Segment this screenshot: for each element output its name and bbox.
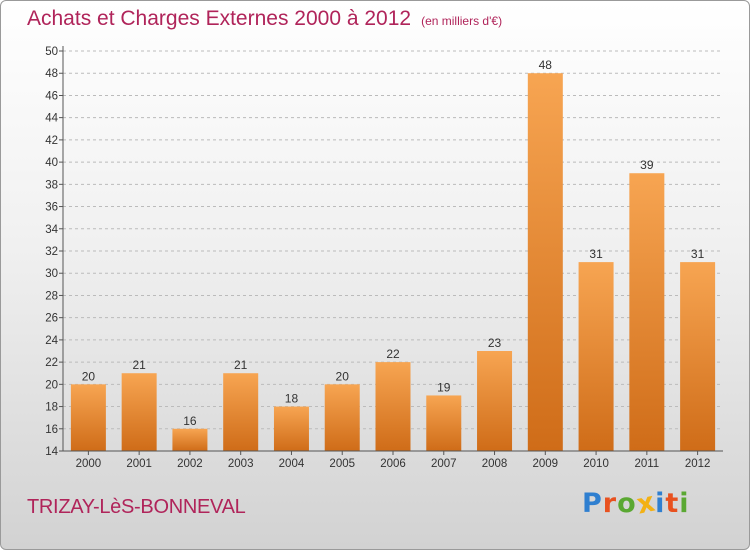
bar-2008 <box>477 351 513 451</box>
data-label-2003: 21 <box>234 358 248 372</box>
bar-2004 <box>273 406 309 451</box>
bar-2003 <box>223 373 259 451</box>
y-tick-label: 50 <box>45 46 58 58</box>
data-label-2009: 48 <box>539 58 553 72</box>
data-label-2001: 21 <box>132 358 146 372</box>
x-tick-label-2006: 2006 <box>380 458 406 470</box>
y-tick-label: 42 <box>45 135 58 147</box>
logo-letter: r <box>602 488 618 519</box>
y-tick-label: 24 <box>45 335 58 347</box>
bar-2000 <box>70 384 106 451</box>
data-label-2005: 20 <box>336 369 350 383</box>
proxiti-logo[interactable]: Proxiti <box>582 486 690 520</box>
y-tick-label: 14 <box>45 446 58 458</box>
bar-2006 <box>375 362 411 451</box>
x-tick-label-2011: 2011 <box>634 458 659 470</box>
labels: 14 16 18 20 22 24 26 28 30 32 34 36 38 40 42 44 46 48 50 20… <box>45 46 710 470</box>
data-label-2006: 22 <box>386 347 400 361</box>
y-tick-label: 22 <box>45 357 58 369</box>
y-tick-label: 38 <box>45 179 58 191</box>
x-tick-label-2000: 2000 <box>76 458 102 470</box>
bar-2001 <box>121 373 157 451</box>
x-tick-label-2002: 2002 <box>177 458 203 470</box>
y-tick-label: 36 <box>45 202 58 214</box>
data-label-2011: 39 <box>640 158 654 172</box>
x-tick-label-2005: 2005 <box>329 458 355 470</box>
y-tick-label: 16 <box>45 424 58 436</box>
bar-2012 <box>680 262 716 451</box>
logo-letter: i <box>655 488 666 519</box>
x-tick-label-2008: 2008 <box>482 458 508 470</box>
y-tick-label: 18 <box>45 402 58 414</box>
y-tick-label: 20 <box>45 379 58 391</box>
bar-2011 <box>629 173 665 451</box>
y-tick-label: 30 <box>45 268 58 280</box>
title-block: Achats et Charges Externes 2000 à 2012 (e… <box>27 7 502 31</box>
bar-2009 <box>527 73 563 451</box>
data-label-2010: 31 <box>589 247 603 261</box>
place-name: TRIZAY-LèS-BONNEVAL <box>27 496 246 518</box>
chart-title: Achats et Charges Externes 2000 à 2012 <box>27 7 412 30</box>
x-tick-label-2009: 2009 <box>533 458 559 470</box>
y-tick-label: 26 <box>45 313 58 325</box>
y-tick-label: 34 <box>45 224 58 236</box>
x-tick-label-2007: 2007 <box>431 458 457 470</box>
x-tick-label-2010: 2010 <box>583 458 609 470</box>
y-tick-label: 28 <box>45 290 58 302</box>
bar-2002 <box>172 428 208 451</box>
data-label-2012: 31 <box>691 247 705 261</box>
data-label-2000: 20 <box>82 369 96 383</box>
data-label-2008: 23 <box>488 336 502 350</box>
bar-2007 <box>426 395 462 451</box>
y-tick-label: 46 <box>45 90 58 102</box>
bar-2005 <box>324 384 360 451</box>
y-tick-label: 48 <box>45 68 58 80</box>
logo-letter: P <box>582 488 603 519</box>
x-tick-label-2001: 2001 <box>126 458 152 470</box>
logo-letter: t <box>665 488 680 519</box>
axes <box>59 46 723 455</box>
x-tick-label-2003: 2003 <box>228 458 254 470</box>
data-label-2007: 19 <box>437 380 451 394</box>
x-tick-label-2012: 2012 <box>685 458 711 470</box>
x-tick-label-2004: 2004 <box>279 458 305 470</box>
data-label-2002: 16 <box>183 414 197 428</box>
logo-letter: o <box>617 488 637 519</box>
bars <box>70 73 716 451</box>
data-label-2004: 18 <box>285 392 299 406</box>
y-tick-label: 32 <box>45 246 58 258</box>
logo-letter: i <box>679 488 690 519</box>
chart-subtitle: (en milliers d'€) <box>421 14 503 28</box>
bar-2010 <box>578 262 614 451</box>
y-tick-label: 44 <box>45 113 58 125</box>
y-tick-label: 40 <box>45 157 58 169</box>
